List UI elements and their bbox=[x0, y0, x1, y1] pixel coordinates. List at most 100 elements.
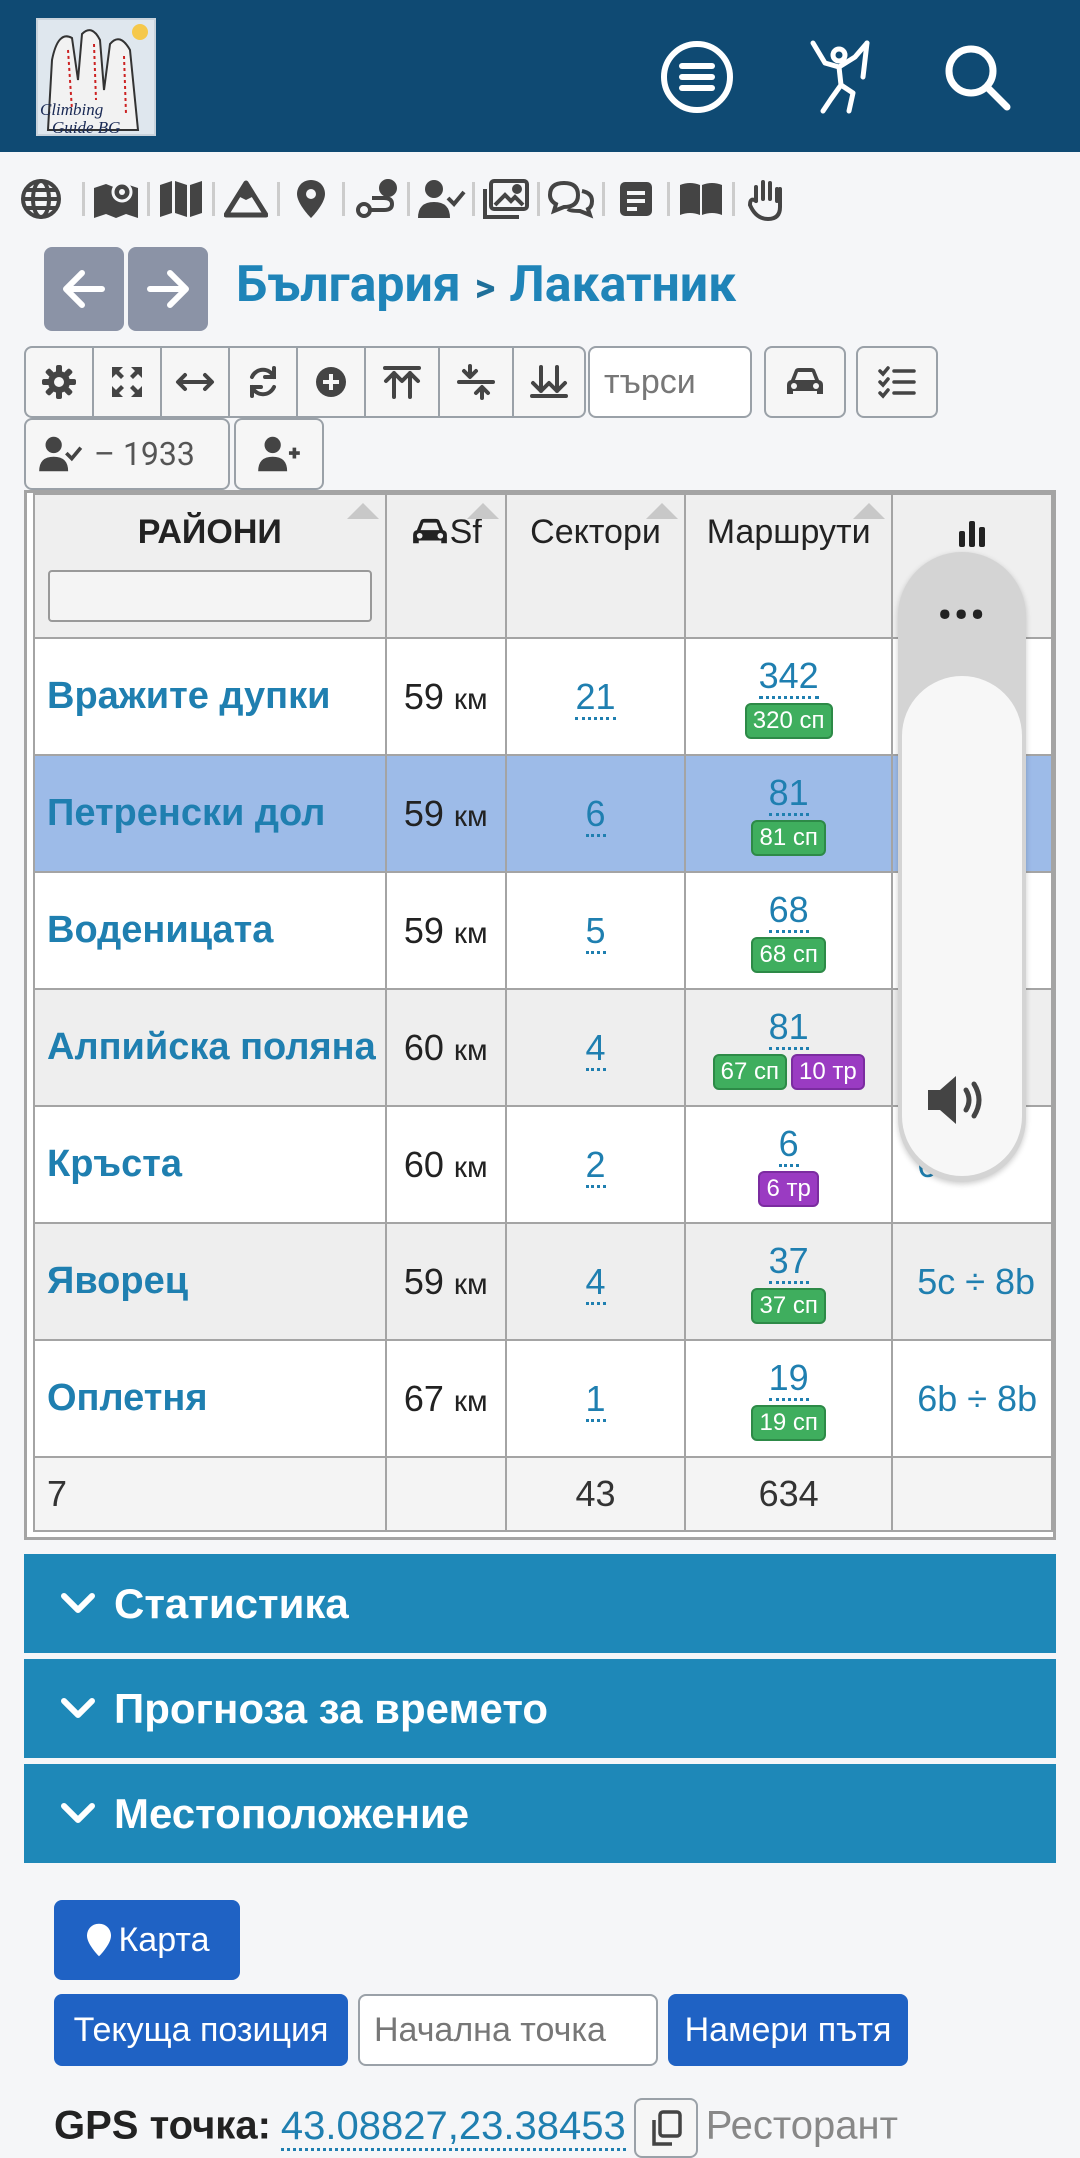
weather-accordion[interactable]: Прогноза за времето bbox=[24, 1659, 1056, 1761]
grade-range-cell: 5c ÷ 8b bbox=[891, 1222, 1053, 1341]
sectors-count-link[interactable]: 6 bbox=[585, 792, 606, 837]
sectors-count-link[interactable]: 5 bbox=[585, 909, 606, 954]
sectors-count-link[interactable]: 2 bbox=[585, 1143, 606, 1188]
comments-icon[interactable] bbox=[540, 170, 602, 228]
width-toggle-button[interactable] bbox=[160, 346, 228, 418]
location-accordion[interactable]: Местоположение bbox=[24, 1764, 1056, 1866]
divider bbox=[342, 182, 345, 216]
distance-cell: 60 км bbox=[384, 1105, 507, 1224]
breadcrumb: България > Лакатник bbox=[236, 256, 736, 314]
footer-empty-cell bbox=[891, 1456, 1053, 1532]
area-name-link[interactable]: Алпийска поляна bbox=[33, 988, 387, 1107]
volume-icon[interactable] bbox=[924, 1072, 994, 1132]
area-name-link[interactable]: Вражите дупки bbox=[33, 637, 387, 756]
routes-count-link[interactable]: 68 bbox=[768, 889, 809, 933]
collapse-middle-button[interactable] bbox=[438, 346, 512, 418]
col-areas-header[interactable]: РАЙОНИ bbox=[33, 493, 387, 639]
sectors-count-link[interactable]: 4 bbox=[585, 1260, 606, 1305]
location-pin-icon[interactable] bbox=[280, 170, 342, 228]
settings-gear-button[interactable] bbox=[24, 346, 92, 418]
route-type-badge: 81 сп bbox=[751, 819, 826, 856]
routes-count-link[interactable]: 6 bbox=[778, 1123, 799, 1167]
divider bbox=[407, 182, 410, 216]
copy-button[interactable] bbox=[633, 2098, 698, 2158]
back-button[interactable] bbox=[44, 247, 124, 331]
add-button[interactable] bbox=[296, 346, 364, 418]
area-name-link[interactable]: Воденицата bbox=[33, 871, 387, 990]
breadcrumb-area-link[interactable]: Лакатник bbox=[509, 256, 737, 314]
routes-count-link[interactable]: 81 bbox=[768, 1006, 809, 1050]
arrows-to-bottom-icon bbox=[530, 365, 568, 398]
area-name-link[interactable]: Кръста bbox=[33, 1105, 387, 1224]
routes-count-link[interactable]: 342 bbox=[758, 655, 819, 699]
areas-filter-input[interactable] bbox=[47, 570, 372, 622]
collapse-bottom-button[interactable] bbox=[512, 346, 586, 418]
refresh-button[interactable] bbox=[228, 346, 296, 418]
current-position-label: Текуща позиция bbox=[73, 2010, 329, 2049]
sectors-cell: 6 bbox=[504, 754, 687, 873]
menu-icon[interactable] bbox=[656, 36, 738, 118]
distance-unit: км bbox=[453, 1267, 488, 1301]
map-button[interactable]: Карта bbox=[54, 1900, 240, 1980]
more-options-button[interactable]: ••• bbox=[937, 592, 987, 639]
table-row[interactable]: Яворец 59 км 4 37 37 сп 5c ÷ 8b bbox=[33, 1222, 1053, 1341]
find-route-label: Намери пътя bbox=[684, 2010, 892, 2049]
car-filter-button[interactable] bbox=[764, 346, 846, 418]
climbing-guide-logo[interactable]: Climbing Guide BG bbox=[36, 18, 156, 136]
add-user-button[interactable] bbox=[234, 418, 324, 490]
arrow-right-icon bbox=[147, 270, 189, 308]
map-icon[interactable] bbox=[150, 170, 212, 228]
sectors-count-link[interactable]: 4 bbox=[585, 1026, 606, 1071]
search-icon[interactable] bbox=[936, 36, 1018, 118]
routes-count-link[interactable]: 37 bbox=[768, 1240, 809, 1284]
sectors-count-link[interactable]: 1 bbox=[585, 1377, 606, 1422]
article-icon[interactable] bbox=[605, 170, 667, 228]
current-position-button[interactable]: Текуща позиция bbox=[54, 1994, 348, 2066]
routes-cell: 19 19 сп bbox=[684, 1339, 894, 1458]
route-icon[interactable] bbox=[345, 170, 407, 228]
mountain-icon[interactable] bbox=[215, 170, 277, 228]
globe-icon[interactable] bbox=[0, 170, 82, 228]
book-icon[interactable] bbox=[670, 170, 732, 228]
distance-cell: 67 км bbox=[384, 1339, 507, 1458]
start-point-input[interactable]: Начална точка bbox=[358, 1994, 658, 2066]
images-icon[interactable] bbox=[475, 170, 537, 228]
routes-count-link[interactable]: 81 bbox=[768, 772, 809, 816]
collapse-top-button[interactable] bbox=[364, 346, 438, 418]
location-pin-icon bbox=[86, 1923, 111, 1957]
chevron-down-icon bbox=[61, 1802, 95, 1823]
distance-cell: 59 км bbox=[384, 1222, 507, 1341]
table-row[interactable]: Оплетня 67 км 1 19 19 сп 6b ÷ 8b bbox=[33, 1339, 1053, 1458]
volume-slider[interactable] bbox=[902, 676, 1022, 1176]
col-sectors-header[interactable]: Сектори bbox=[504, 493, 687, 639]
restaurant-link[interactable]: Ресторант bbox=[705, 2103, 898, 2148]
statistics-accordion[interactable]: Статистика bbox=[24, 1554, 1056, 1656]
checklist-button[interactable] bbox=[856, 346, 938, 418]
area-name-link[interactable]: Яворец bbox=[33, 1222, 387, 1341]
rock-drawing-icon bbox=[46, 29, 140, 131]
divider bbox=[277, 182, 280, 216]
col-distance-header[interactable]: Sf bbox=[384, 493, 507, 639]
climber-icon[interactable] bbox=[800, 36, 882, 118]
breadcrumb-country-link[interactable]: България bbox=[236, 256, 461, 314]
user-filter-button[interactable]: – 1933 bbox=[24, 418, 230, 490]
fullscreen-button[interactable] bbox=[92, 346, 160, 418]
divider bbox=[732, 182, 735, 216]
col-routes-header[interactable]: Маршрути bbox=[684, 493, 894, 639]
sectors-cell: 2 bbox=[504, 1105, 687, 1224]
routes-count-link[interactable]: 19 bbox=[768, 1357, 809, 1401]
map-location-icon[interactable] bbox=[85, 170, 147, 228]
forward-button[interactable] bbox=[128, 247, 208, 331]
distance-cell: 59 км bbox=[384, 637, 507, 756]
sectors-count-link[interactable]: 21 bbox=[575, 675, 616, 720]
find-route-button[interactable]: Намери пътя bbox=[668, 1994, 908, 2066]
user-check-icon[interactable] bbox=[410, 170, 472, 228]
gps-coordinates-link[interactable]: 43.08827,23.38453 bbox=[280, 2103, 626, 2151]
hand-icon[interactable] bbox=[735, 170, 797, 228]
sectors-cell: 4 bbox=[504, 988, 687, 1107]
route-badges: 37 сп bbox=[686, 1287, 891, 1324]
area-name-link[interactable]: Петренски дол bbox=[33, 754, 387, 873]
search-input[interactable]: търси bbox=[588, 346, 752, 418]
area-name-link[interactable]: Оплетня bbox=[33, 1339, 387, 1458]
